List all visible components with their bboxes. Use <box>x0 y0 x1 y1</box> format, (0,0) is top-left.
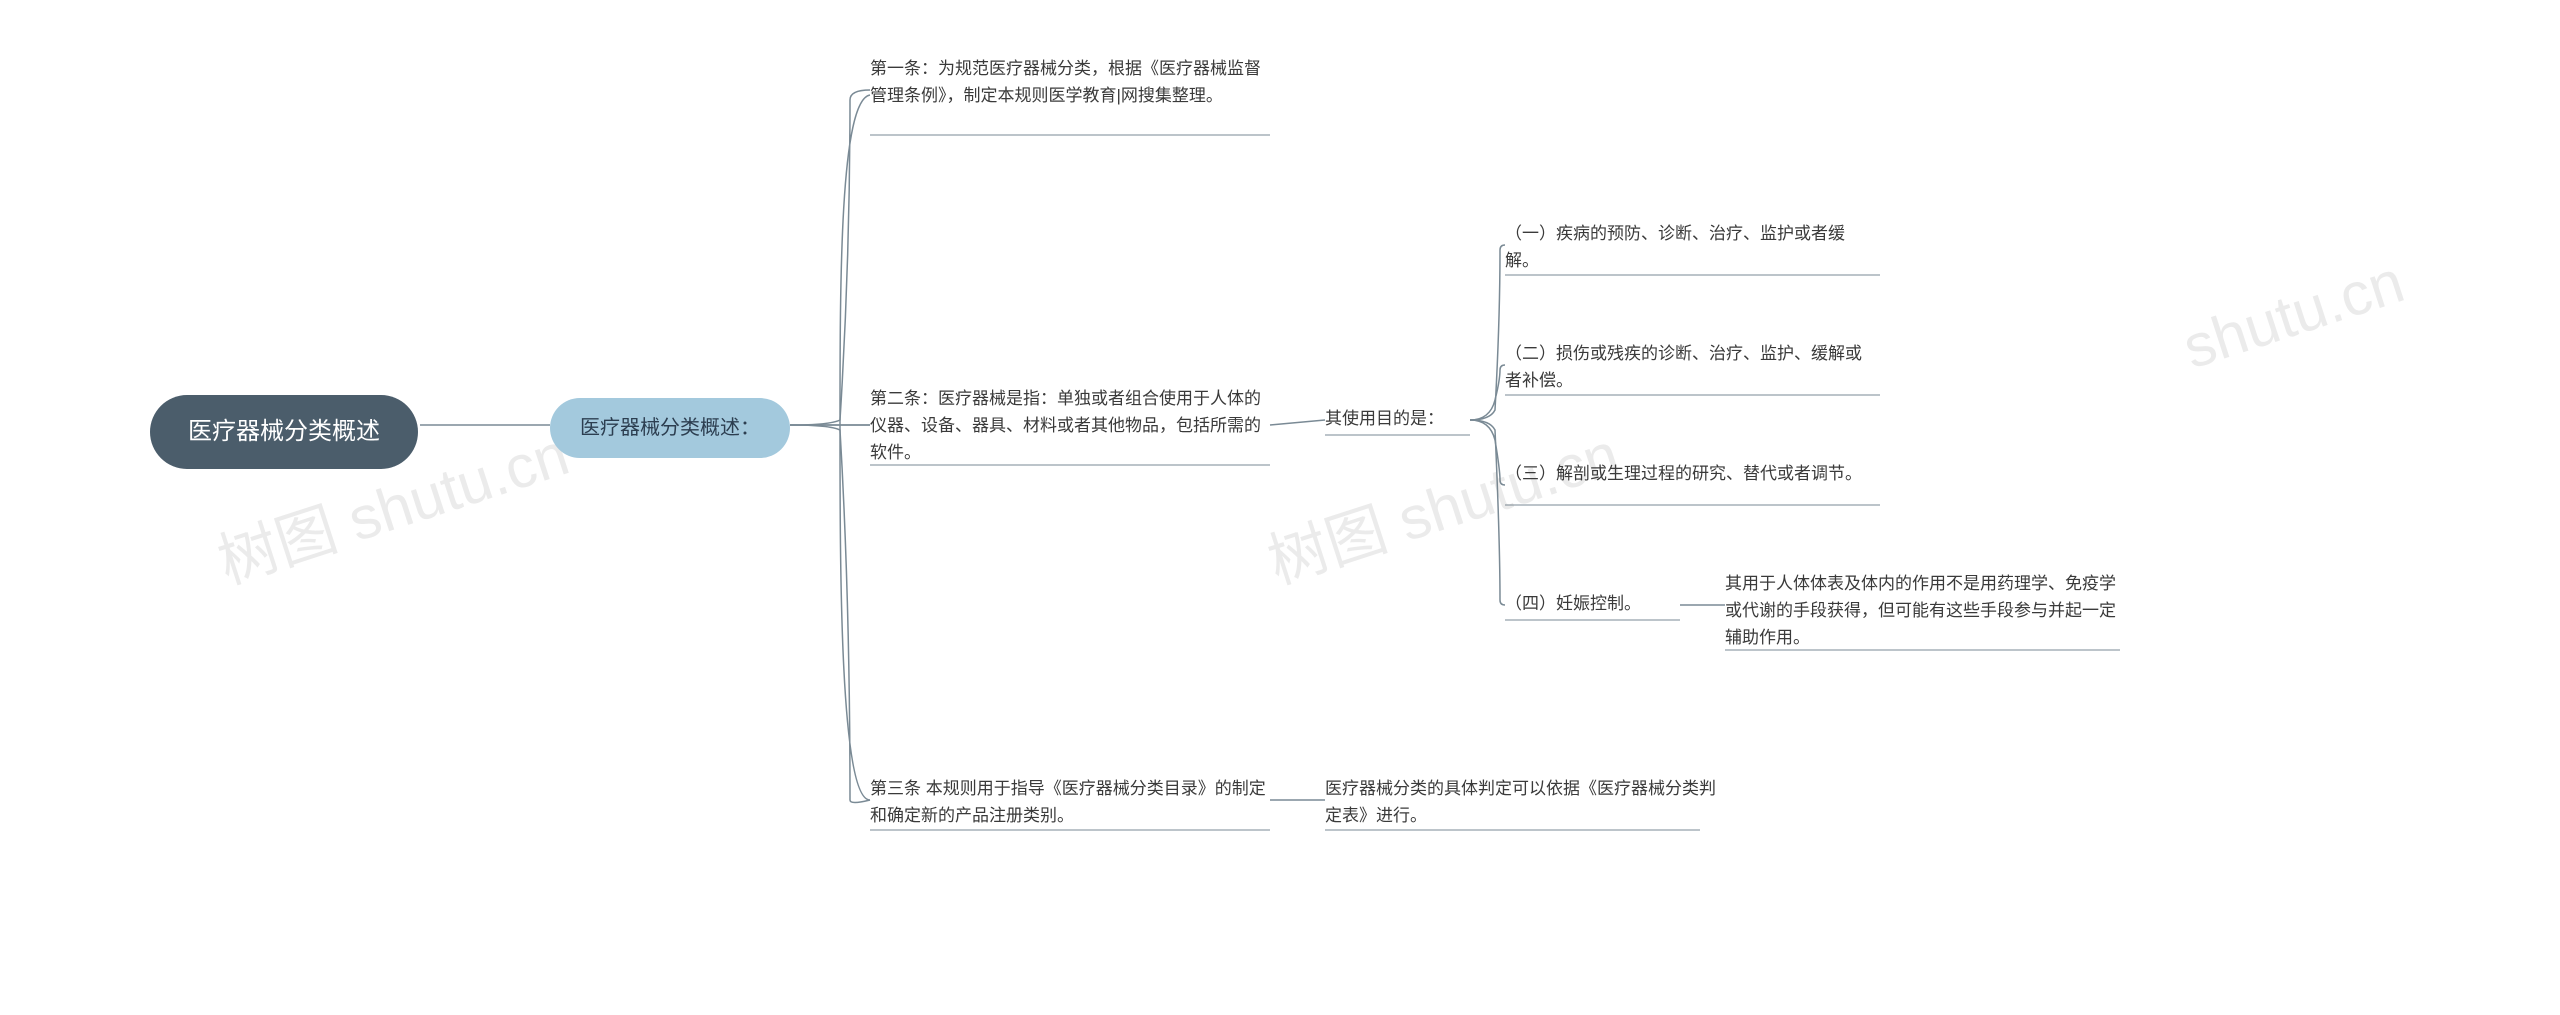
watermark: 树图 shutu.cn <box>1255 406 1628 601</box>
watermark: shutu.cn <box>2175 247 2412 383</box>
node-article-2[interactable]: 第二条：医疗器械是指：单独或者组合使用于人体的仪器、设备、器具、材料或者其他物品… <box>870 385 1270 467</box>
node-article-3[interactable]: 第三条 本规则用于指导《医疗器械分类目录》的制定和确定新的产品注册类别。 <box>870 775 1270 829</box>
node-article-3-note[interactable]: 医疗器械分类的具体判定可以依据《医疗器械分类判定表》进行。 <box>1325 775 1725 829</box>
connector-lines <box>0 0 2560 1015</box>
node-article-1[interactable]: 第一条：为规范医疗器械分类，根据《医疗器械监督管理条例》，制定本规则医学教育|网… <box>870 55 1270 109</box>
node-purpose-header[interactable]: 其使用目的是： <box>1325 405 1444 432</box>
node-purpose-2[interactable]: （二）损伤或残疾的诊断、治疗、监护、缓解或者补偿。 <box>1505 340 1865 394</box>
node-purpose-4[interactable]: （四）妊娠控制。 <box>1505 590 1641 617</box>
root-node[interactable]: 医疗器械分类概述 <box>150 395 418 469</box>
node-purpose-1[interactable]: （一）疾病的预防、诊断、治疗、监护或者缓解。 <box>1505 220 1865 274</box>
branch-node-overview[interactable]: 医疗器械分类概述： <box>550 398 790 458</box>
node-purpose-3[interactable]: （三）解剖或生理过程的研究、替代或者调节。 <box>1505 460 1862 487</box>
node-purpose-4-note[interactable]: 其用于人体体表及体内的作用不是用药理学、免疫学或代谢的手段获得，但可能有这些手段… <box>1725 570 2125 652</box>
